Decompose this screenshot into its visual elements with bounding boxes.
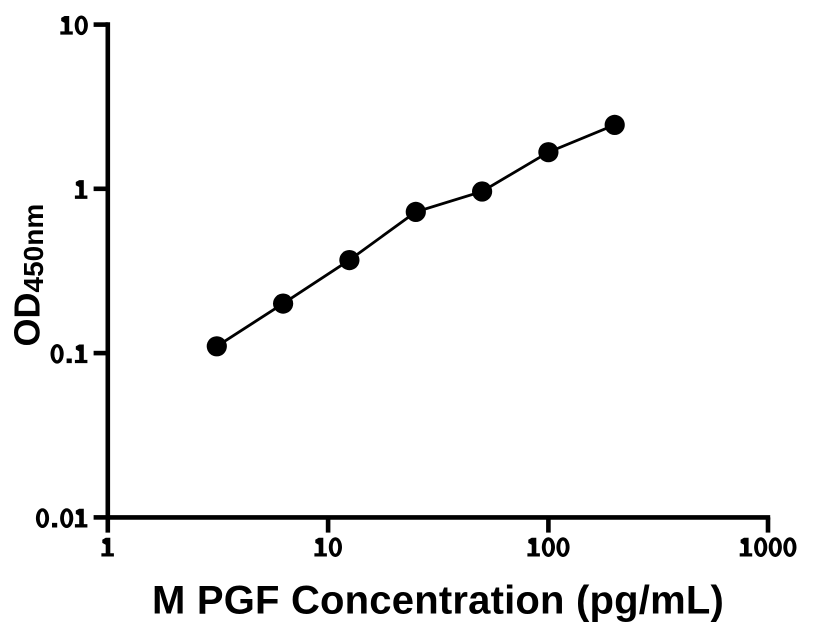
svg-text:M PGF Concentration (pg/mL): M PGF Concentration (pg/mL): [152, 579, 724, 623]
svg-text:OD450nm: OD450nm: [7, 204, 50, 347]
